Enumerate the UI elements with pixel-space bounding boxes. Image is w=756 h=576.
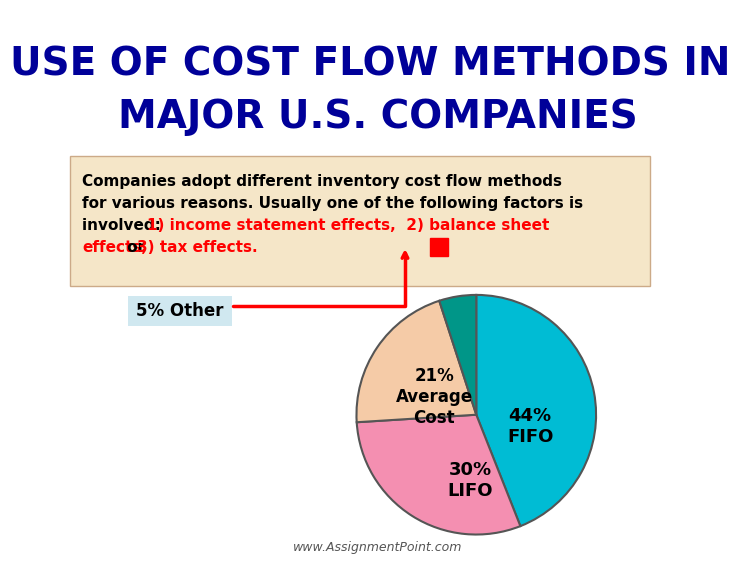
Text: involved:: involved: bbox=[82, 218, 166, 233]
Text: www.AssignmentPoint.com: www.AssignmentPoint.com bbox=[293, 541, 463, 554]
Wedge shape bbox=[439, 295, 476, 415]
Text: 30%
LIFO: 30% LIFO bbox=[448, 461, 493, 500]
Wedge shape bbox=[476, 295, 596, 526]
FancyBboxPatch shape bbox=[128, 296, 232, 326]
Wedge shape bbox=[357, 301, 476, 422]
Text: 1) income statement effects,  2) balance sheet: 1) income statement effects, 2) balance … bbox=[147, 218, 550, 233]
Text: 3) tax effects.: 3) tax effects. bbox=[137, 240, 258, 255]
Text: for various reasons. Usually one of the following factors is: for various reasons. Usually one of the … bbox=[82, 196, 583, 211]
Text: 5% Other: 5% Other bbox=[136, 302, 224, 320]
Text: MAJOR U.S. COMPANIES: MAJOR U.S. COMPANIES bbox=[118, 98, 638, 136]
Text: USE OF COST FLOW METHODS IN: USE OF COST FLOW METHODS IN bbox=[10, 46, 730, 84]
Text: Companies adopt different inventory cost flow methods: Companies adopt different inventory cost… bbox=[82, 174, 562, 189]
Text: or: or bbox=[122, 240, 150, 255]
Wedge shape bbox=[357, 415, 520, 535]
Text: effects,: effects, bbox=[82, 240, 147, 255]
Text: 44%
FIFO: 44% FIFO bbox=[507, 407, 553, 446]
FancyBboxPatch shape bbox=[70, 156, 650, 286]
Text: 21%
Average
Cost: 21% Average Cost bbox=[396, 367, 473, 427]
Bar bbox=[430, 238, 448, 256]
